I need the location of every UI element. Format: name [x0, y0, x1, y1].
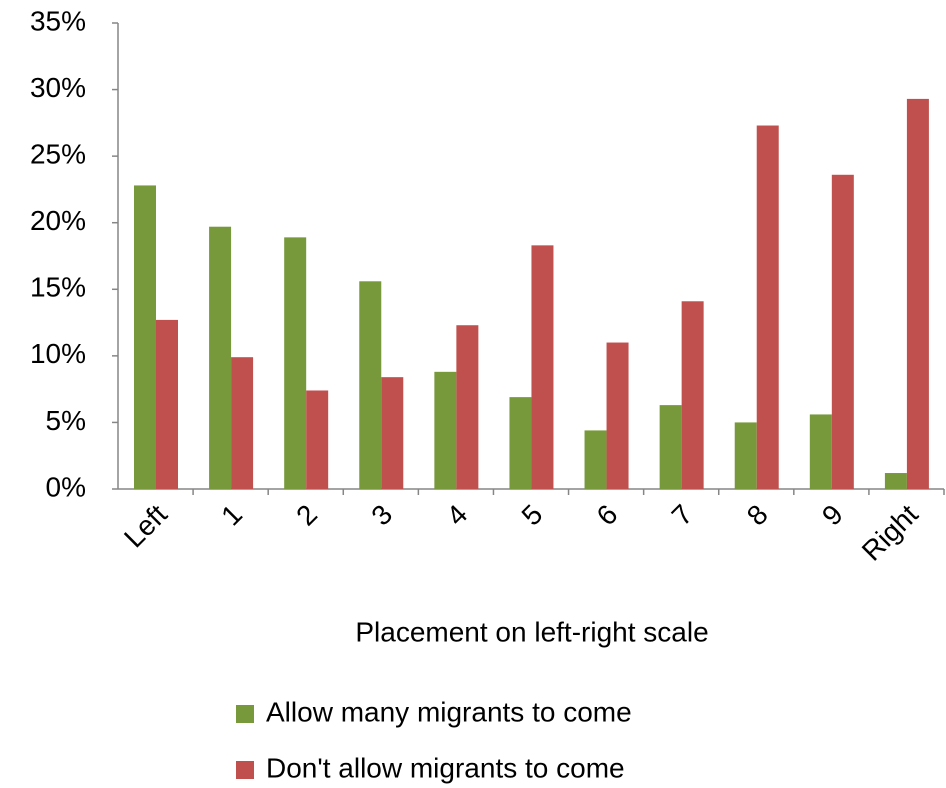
- bar: [756, 125, 779, 490]
- bar: [456, 325, 479, 489]
- legend-label: Allow many migrants to come: [266, 696, 632, 727]
- bar: [659, 405, 682, 489]
- bar: [134, 185, 156, 490]
- bar: [906, 98, 929, 490]
- bar: [434, 371, 457, 489]
- x-tick-label: 4: [440, 499, 473, 532]
- x-axis-title: Placement on left-right scale: [355, 616, 708, 647]
- bar: [284, 237, 307, 489]
- x-tick-label: Left: [118, 498, 173, 553]
- bar: [606, 342, 629, 489]
- y-tick-label: 5%: [46, 405, 86, 436]
- bar: [809, 414, 832, 489]
- y-tick-label: 20%: [30, 205, 86, 236]
- x-tick-label: 3: [365, 499, 398, 532]
- bar: [531, 245, 554, 489]
- x-tick-label: 6: [591, 499, 624, 532]
- x-tick-label: 2: [290, 499, 323, 532]
- bar: [584, 430, 607, 489]
- bar: [359, 281, 382, 489]
- bar: [156, 319, 178, 489]
- bar: [509, 397, 532, 489]
- y-tick-label: 0%: [46, 471, 86, 502]
- y-tick-label: 15%: [30, 272, 86, 303]
- bar: [734, 422, 757, 489]
- bar: [209, 226, 232, 490]
- x-tick-label: 8: [741, 499, 774, 532]
- x-tick-label: 5: [516, 499, 549, 532]
- x-tick-label: 1: [215, 499, 248, 532]
- y-tick-label: 35%: [30, 5, 86, 36]
- x-tick-label: 7: [666, 499, 699, 532]
- bar: [381, 377, 404, 489]
- bar: [231, 357, 254, 489]
- bar: [884, 473, 907, 489]
- bar: [831, 174, 854, 490]
- x-tick-label: 9: [816, 499, 849, 532]
- y-tick-label: 25%: [30, 139, 86, 170]
- legend-swatch: [236, 705, 254, 723]
- x-tick-label: Right: [856, 498, 924, 566]
- legend-swatch: [236, 761, 254, 779]
- y-tick-label: 10%: [30, 338, 86, 369]
- bar: [306, 390, 329, 489]
- bar: [681, 301, 704, 489]
- y-tick-label: 30%: [30, 72, 86, 103]
- legend-label: Don't allow migrants to come: [266, 752, 625, 783]
